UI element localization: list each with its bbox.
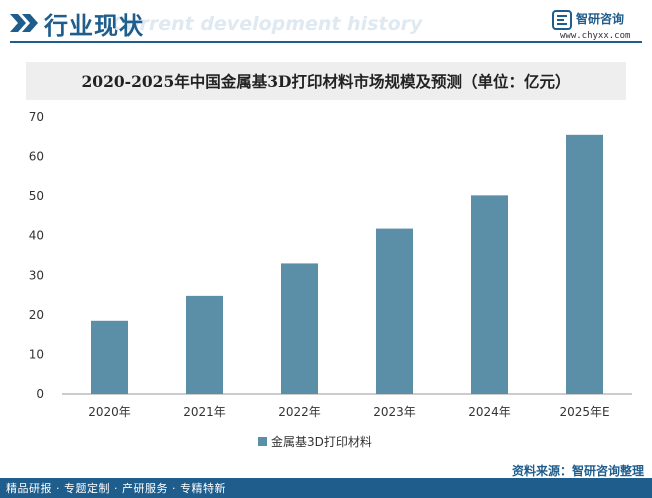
- x-tick-label: 2024年: [468, 405, 511, 419]
- y-tick-label: 40: [29, 229, 44, 243]
- bar: [91, 320, 128, 394]
- double-chevron-icon: [10, 14, 38, 32]
- x-tick-label: 2022年: [278, 405, 321, 419]
- source-note: 资料来源：智研咨询整理: [511, 464, 644, 478]
- legend-label: 金属基3D打印材料: [271, 434, 372, 449]
- bar: [471, 195, 508, 394]
- x-tick-label: 2025年E: [559, 405, 609, 419]
- bar: [186, 295, 223, 394]
- y-tick-label: 30: [29, 268, 44, 282]
- y-tick-label: 60: [29, 150, 44, 164]
- header-subtitle: Current development history: [112, 13, 423, 35]
- y-tick-label: 70: [29, 110, 44, 124]
- chart-title: 2020-2025年中国金属基3D打印材料市场规模及预测（单位：亿元）: [81, 72, 571, 91]
- bar: [281, 263, 318, 394]
- legend-swatch: [258, 437, 267, 446]
- footer-bar: [0, 478, 652, 498]
- header-divider: [10, 41, 642, 43]
- y-tick-label: 0: [36, 387, 44, 401]
- x-tick-label: 2023年: [373, 405, 416, 419]
- logo-icon: [552, 10, 572, 30]
- bar-chart: 0 10 20 30 40 50 60 70 2020年 2021年 2022年 2023年 2024年…: [29, 110, 632, 449]
- chart-title-box: 2020-2025年中国金属基3D打印材料市场规模及预测（单位：亿元）: [26, 62, 626, 100]
- x-tick-label: 2021年: [183, 405, 226, 419]
- logo-url: www.chyxx.com: [560, 31, 631, 41]
- bar: [376, 228, 413, 394]
- footer-tagline: 精品研报 · 专题定制 · 产研服务 · 专精特新: [6, 482, 226, 495]
- page-title: 行业现状: [44, 12, 144, 40]
- header: Current development history 行业现状 智研咨询 ww…: [0, 0, 652, 46]
- logo-name: 智研咨询: [576, 12, 625, 26]
- y-tick-label: 20: [29, 308, 44, 322]
- y-tick-label: 50: [29, 189, 44, 203]
- y-tick-label: 10: [29, 347, 44, 361]
- bar: [566, 134, 603, 395]
- x-tick-label: 2020年: [88, 405, 131, 419]
